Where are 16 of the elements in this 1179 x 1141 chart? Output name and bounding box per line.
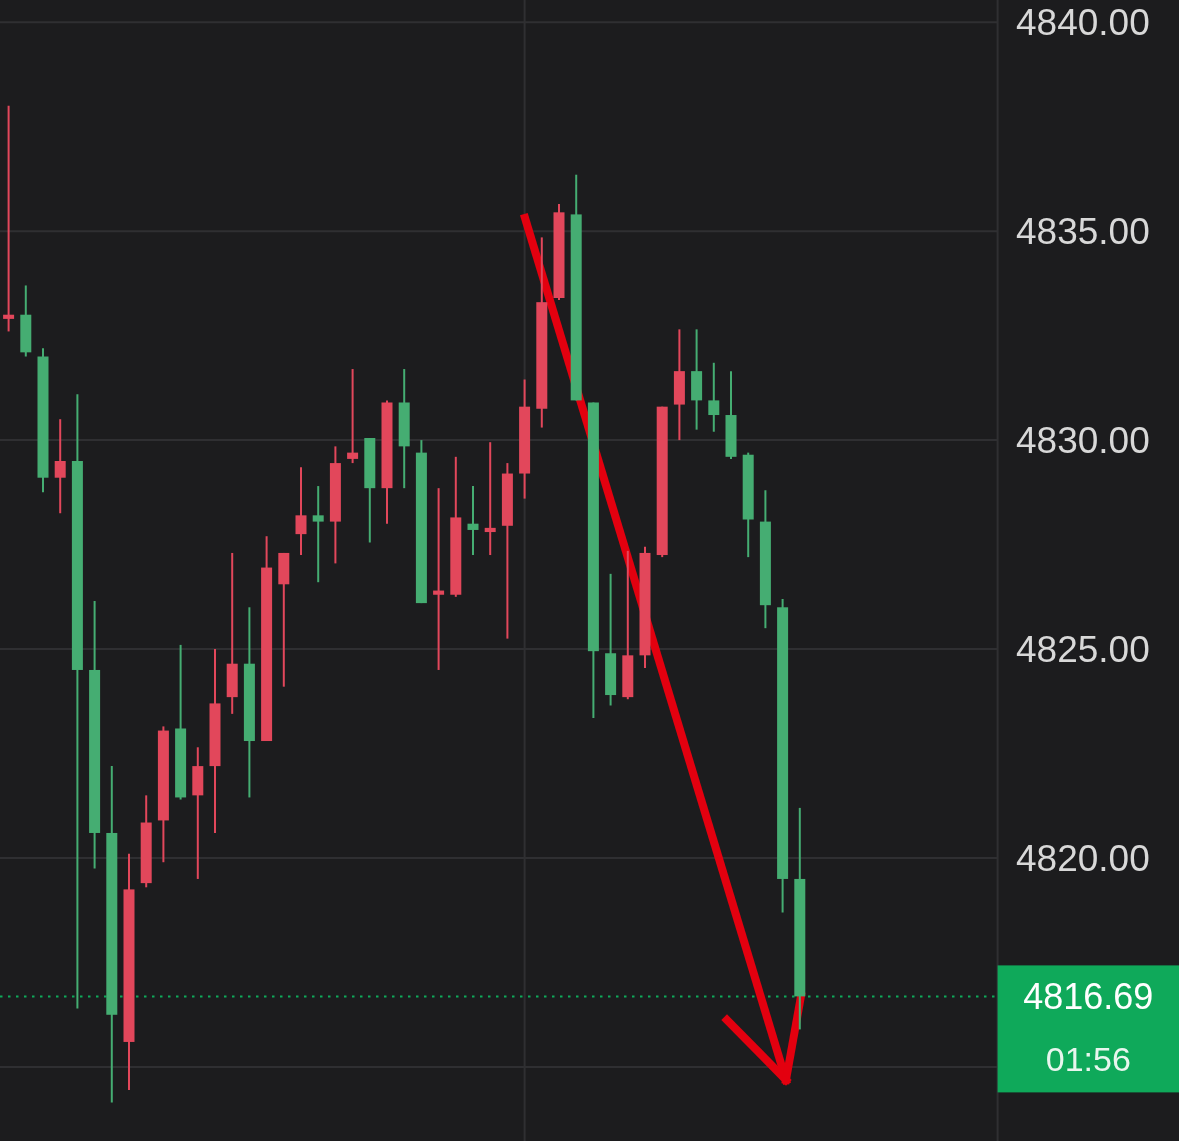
candlestick xyxy=(312,485,324,584)
candlestick xyxy=(295,466,307,557)
y-tick-label: 4835.00 xyxy=(1016,210,1150,252)
y-tick-label: 4830.00 xyxy=(1016,419,1150,461)
candlestick xyxy=(433,487,445,671)
text: 01:56 xyxy=(1045,1040,1131,1079)
candlestick xyxy=(708,361,720,433)
y-tick-label: 4825.00 xyxy=(1016,628,1150,670)
y-tick-label: 4820.00 xyxy=(1016,837,1150,879)
candlestick xyxy=(54,418,66,515)
y-tick-label: 4840.00 xyxy=(1016,1,1150,43)
candlestick xyxy=(484,441,496,557)
ref-line-label: 4816.69 xyxy=(1023,975,1154,1017)
candlestick xyxy=(3,104,15,333)
candlestick xyxy=(347,368,359,465)
candlestick xyxy=(467,485,479,557)
